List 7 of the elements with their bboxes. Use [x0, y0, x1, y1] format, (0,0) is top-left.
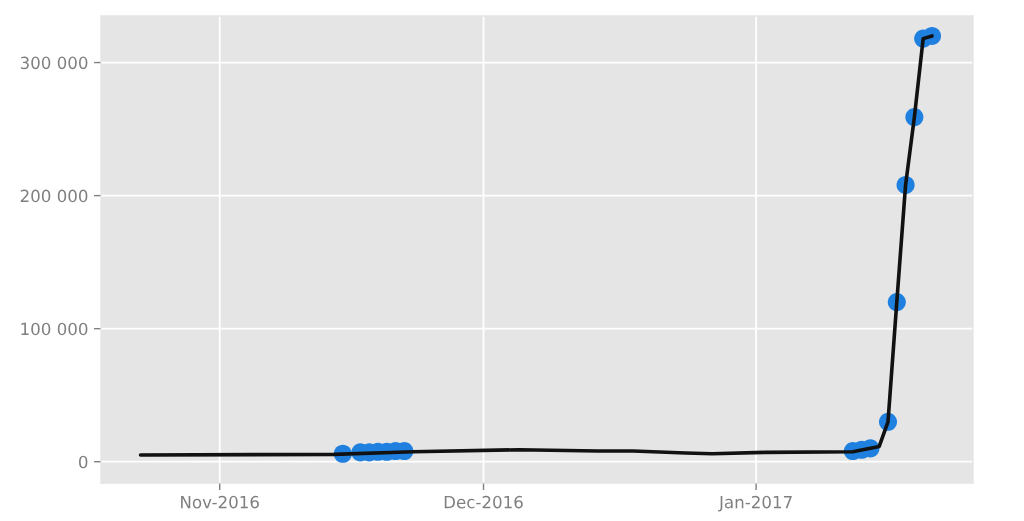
x-tick-label: Jan-2017: [718, 495, 792, 512]
y-tick-label: 0: [78, 455, 88, 469]
y-tick-label: 200 000: [20, 189, 88, 203]
x-tick-label: Nov-2016: [181, 495, 259, 509]
x-tick-label: Dec-2016: [444, 495, 523, 509]
y-tick-label: 100 000: [21, 322, 88, 336]
y-tick-label: 300 000: [20, 56, 88, 70]
